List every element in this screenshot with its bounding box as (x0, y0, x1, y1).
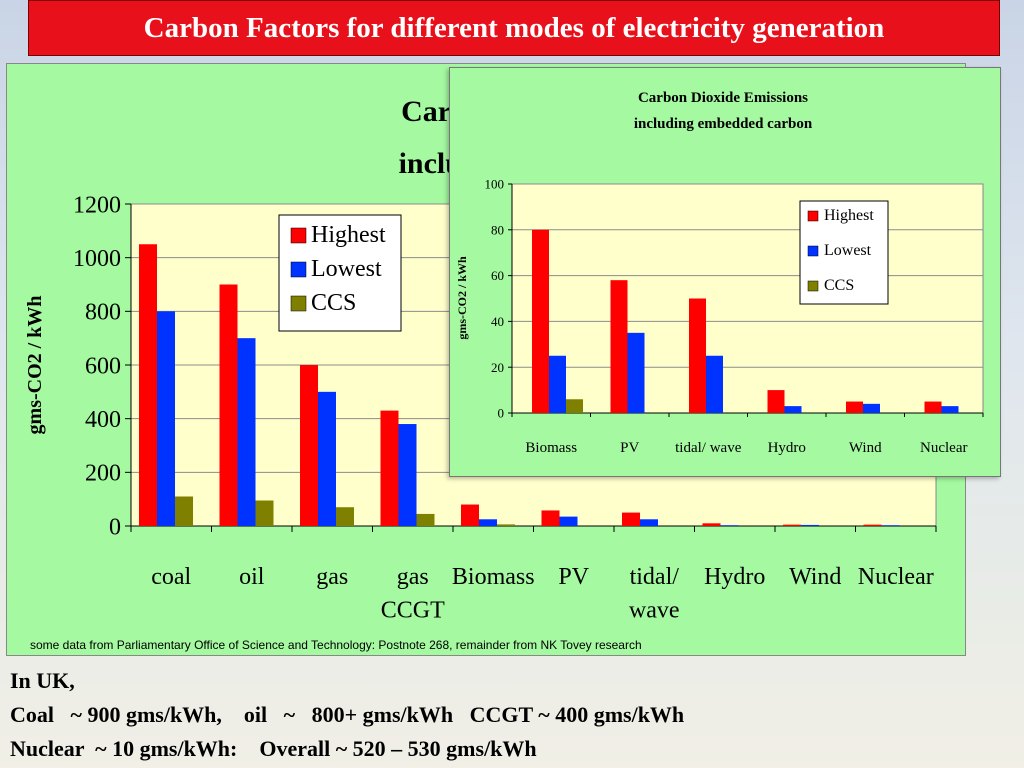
bar-lowest (157, 311, 175, 526)
bar-highest (219, 284, 238, 526)
x-tick-label: Hydro (768, 440, 806, 456)
x-tick-label: Wind (789, 564, 841, 590)
x-tick-label: Nuclear (920, 440, 967, 456)
bar-ccs (497, 524, 515, 526)
x-tick-label: gas (316, 564, 348, 590)
legend-swatch-lowest (290, 261, 307, 278)
x-tick-label: Wind (849, 440, 882, 456)
bar-ccs (416, 513, 435, 526)
y-tick-label: 20 (491, 360, 504, 375)
bar-highest (767, 390, 785, 413)
notes: In UK, Coal ~ 900 gms/kWh, oil ~ 800+ gm… (10, 664, 684, 766)
bar-lowest (720, 525, 739, 526)
note-line-2: Coal ~ 900 gms/kWh, oil ~ 800+ gms/kWh C… (10, 702, 685, 727)
x-tick-label: coal (151, 564, 191, 590)
y-tick-label: 60 (491, 268, 504, 283)
note-line-3: Nuclear ~ 10 gms/kWh: Overall ~ 520 – 53… (10, 736, 537, 761)
bar-lowest (549, 355, 566, 413)
title-bar: Carbon Factors for different modes of el… (28, 0, 1000, 56)
x-tick-label: Biomass (452, 564, 535, 590)
bar-highest (924, 401, 942, 413)
y-tick-label: 800 (85, 300, 121, 326)
bar-highest (532, 229, 549, 413)
bar-lowest (863, 403, 880, 413)
bar-lowest (881, 525, 900, 526)
y-axis-label: gms-CO2 / kWh (24, 296, 46, 435)
legend-label-ccs: CCS (824, 277, 854, 294)
bar-ccs (255, 500, 274, 526)
bar-ccs (566, 399, 583, 413)
legend-label-lowest: Lowest (824, 242, 872, 259)
bar-lowest (801, 524, 819, 526)
source-note: some data from Parliamentary Office of S… (30, 638, 642, 652)
bar-lowest (640, 519, 658, 526)
y-tick-label: 0 (109, 514, 121, 540)
bar-highest (622, 512, 640, 526)
bar-ccs (175, 496, 193, 526)
x-tick-label: PV (620, 440, 639, 456)
chart-title-line: Carbon Dioxide Emissions (638, 90, 808, 106)
bar-highest (139, 244, 157, 526)
bar-lowest (479, 519, 497, 526)
y-tick-label: 80 (491, 222, 504, 237)
bar-highest (380, 410, 399, 526)
bar-ccs (336, 507, 354, 526)
bar-highest (300, 365, 318, 526)
x-tick-label: Hydro (704, 564, 765, 590)
y-tick-label: 1000 (73, 246, 121, 272)
x-tick-label: Nuclear (858, 564, 934, 590)
y-tick-label: 600 (85, 353, 121, 379)
y-tick-label: 40 (491, 314, 504, 329)
chart-title-line: including embedded carbon (634, 116, 813, 132)
x-tick-label: gas CCGT (381, 564, 445, 624)
legend-swatch-ccs (290, 295, 307, 312)
x-tick-label: Biomass (525, 440, 577, 456)
bar-highest (783, 524, 801, 526)
y-tick-label: 200 (85, 461, 121, 487)
legend-swatch-lowest (807, 245, 819, 257)
legend-swatch-ccs (807, 280, 819, 292)
y-tick-label: 100 (485, 177, 505, 192)
y-axis-label: gms-CO2 / kWh (455, 256, 469, 340)
bar-lowest (706, 355, 723, 413)
legend-label-ccs: CCS (311, 290, 356, 316)
note-line-1: In UK, (10, 668, 75, 693)
x-tick-label: oil (239, 564, 265, 590)
legend-swatch-highest (290, 227, 307, 244)
bar-lowest (627, 332, 645, 413)
bar-lowest (559, 516, 578, 526)
y-tick-label: 400 (85, 407, 121, 433)
x-tick-label: PV (558, 564, 589, 590)
bar-highest (702, 523, 721, 526)
bar-highest (461, 504, 479, 526)
y-tick-label: 0 (498, 406, 505, 421)
bar-lowest (784, 406, 802, 413)
bar-highest (541, 510, 560, 526)
bar-highest (863, 524, 882, 526)
inset-chart: 0 20 40 60 80 100 Biomass PV tidal/ wave Hydro Win… (455, 90, 984, 456)
bar-lowest (398, 424, 417, 526)
legend-label-highest: Highest (824, 207, 874, 224)
plot-area (511, 183, 984, 414)
page-title: Carbon Factors for different modes of el… (143, 11, 885, 44)
bar-highest (610, 280, 628, 413)
legend-label-lowest: Lowest (311, 256, 382, 282)
bar-highest (846, 401, 863, 413)
x-tick-label: tidal/wave (629, 564, 680, 624)
bar-lowest (318, 391, 336, 526)
bar-lowest (237, 338, 256, 526)
legend-label-highest: Highest (311, 222, 386, 248)
legend-swatch-highest (807, 210, 819, 222)
bar-lowest (941, 406, 959, 413)
inset-chart-panel: 0 20 40 60 80 100 Biomass PV tidal/ wave Hydro Win… (449, 67, 1001, 477)
bar-highest (689, 298, 706, 413)
y-tick-label: 1200 (73, 192, 121, 218)
x-tick-label: tidal/ wave (675, 440, 742, 456)
